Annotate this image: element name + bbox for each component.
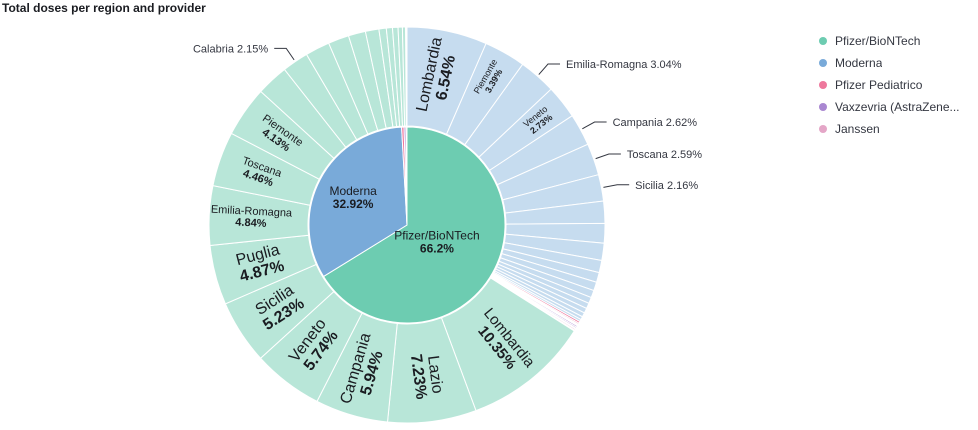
inner-slice-pfizer-biontech[interactable]: [322, 126, 506, 324]
inner-label-moderna: Moderna 32.92%: [329, 184, 377, 211]
label-pfizer-biontech-emilia-romagna: Emilia-Romagna4.84%: [210, 204, 293, 232]
label-moderna-emilia-romagna: Emilia-Romagna 3.04%: [566, 59, 682, 71]
label-moderna-sicilia-leader: [603, 184, 630, 188]
legend-item-janssen[interactable]: Janssen: [819, 118, 960, 140]
label-moderna-campania-leader: [582, 121, 607, 130]
legend-swatch: [819, 37, 827, 45]
chart-legend: Pfizer/BioNTech Moderna Pfizer Pediatrico V…: [819, 30, 960, 140]
legend-swatch: [819, 125, 827, 133]
legend-item-moderna[interactable]: Moderna: [819, 52, 960, 74]
legend-label: Moderna: [835, 56, 883, 70]
inner-label-pfizer-biontech: Pfizer/BioNTech 66.2%: [394, 229, 479, 256]
label-pfizer-biontech-lazio: Lazio7.23%: [407, 351, 446, 400]
label-pfizer-biontech-calabria-leader: [274, 47, 295, 61]
label-moderna-sicilia: Sicilia 2.16%: [635, 180, 698, 192]
label-moderna-toscana: Toscana 2.59%: [627, 149, 702, 161]
legend-label: Pfizer Pediatrico: [835, 78, 923, 92]
label-pfizer-biontech-calabria: Calabria 2.15%: [193, 43, 268, 55]
inner-slice-moderna[interactable]: [308, 126, 408, 278]
legend-label: Vaxzevria (AstraZene...: [835, 100, 960, 114]
inner-slice-janssen[interactable]: [405, 126, 408, 226]
inner-ring: [308, 126, 506, 324]
label-moderna-campania: Campania 2.62%: [613, 117, 698, 129]
outer-ring: [208, 26, 606, 424]
outer-slice[interactable]: [401, 26, 407, 127]
legend-label: Pfizer/BioNTech: [835, 34, 921, 48]
legend-item-vaxzevria-astrazeneca[interactable]: Vaxzevria (AstraZene...: [819, 96, 960, 118]
legend-label: Janssen: [835, 122, 880, 136]
legend-swatch: [819, 59, 827, 67]
label-moderna-emilia-romagna-leader: [538, 63, 561, 75]
legend-item-pfizer-pediatrico[interactable]: Pfizer Pediatrico: [819, 74, 960, 96]
label-moderna-toscana-leader: [595, 153, 621, 160]
outer-labels: Emilia-Romagna 3.04% Campania 2.62% Toscan…: [193, 43, 702, 191]
legend-swatch: [819, 103, 827, 111]
legend-swatch: [819, 81, 827, 89]
legend-item-pfizer-biontech[interactable]: Pfizer/BioNTech: [819, 30, 960, 52]
chart-title: Total doses per region and provider: [2, 1, 206, 15]
